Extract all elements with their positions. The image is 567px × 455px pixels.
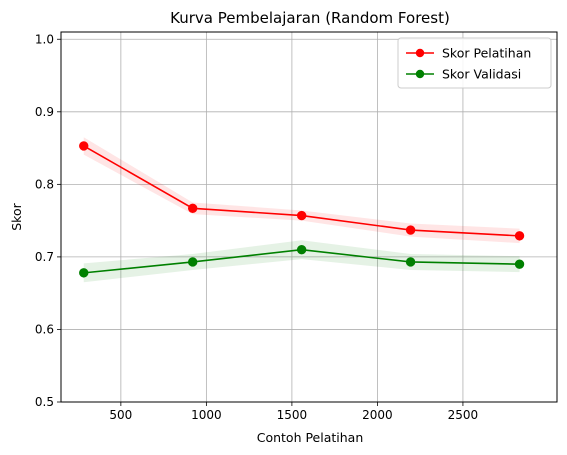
y-tick-label: 0.6 <box>35 322 54 336</box>
chart-title: Kurva Pembelajaran (Random Forest) <box>170 9 450 27</box>
confidence-band-0 <box>83 137 520 244</box>
legend: Skor Pelatihan Skor Validasi <box>397 37 552 89</box>
legend-marker-1 <box>415 69 425 79</box>
x-tick-label: 1000 <box>191 408 222 422</box>
y-tick-label: 0.5 <box>35 395 54 409</box>
series-line-0 <box>83 145 520 237</box>
x-axis-label: Contoh Pelatihan <box>257 430 364 445</box>
data-point-1-0 <box>79 268 89 278</box>
data-point-0-2 <box>296 210 307 221</box>
legend-label-0: Skor Pelatihan <box>442 46 531 61</box>
confidence-bands <box>83 137 520 283</box>
plot-area-frame <box>60 31 558 403</box>
y-axis-label: Skor <box>9 202 24 230</box>
x-axis-ticks: 500 1000 1500 2000 2500 <box>109 402 478 422</box>
y-axis-ticks: 0.5 0.6 0.7 0.8 0.9 1.0 <box>35 32 61 409</box>
data-point-0-4 <box>514 231 525 241</box>
legend-box <box>397 37 552 89</box>
data-point-0-3 <box>405 225 416 235</box>
x-tick-label: 1500 <box>277 408 308 422</box>
data-point-1-1 <box>187 257 198 267</box>
data-point-0-0 <box>79 141 89 151</box>
data-point-1-4 <box>514 259 525 269</box>
y-tick-label: 0.8 <box>35 177 54 191</box>
data-point-0-1 <box>187 203 198 213</box>
y-tick-label: 0.9 <box>35 105 54 119</box>
x-tick-label: 500 <box>109 408 132 422</box>
legend-label-1: Skor Validasi <box>442 67 521 82</box>
legend-marker-0 <box>415 48 425 58</box>
y-tick-label: 1.0 <box>35 32 54 46</box>
x-tick-label: 2000 <box>362 408 393 422</box>
x-tick-label: 2500 <box>448 408 479 422</box>
y-tick-label: 0.7 <box>35 250 54 264</box>
data-point-1-2 <box>296 244 307 255</box>
data-point-1-3 <box>405 257 416 267</box>
series-markers <box>79 141 525 278</box>
